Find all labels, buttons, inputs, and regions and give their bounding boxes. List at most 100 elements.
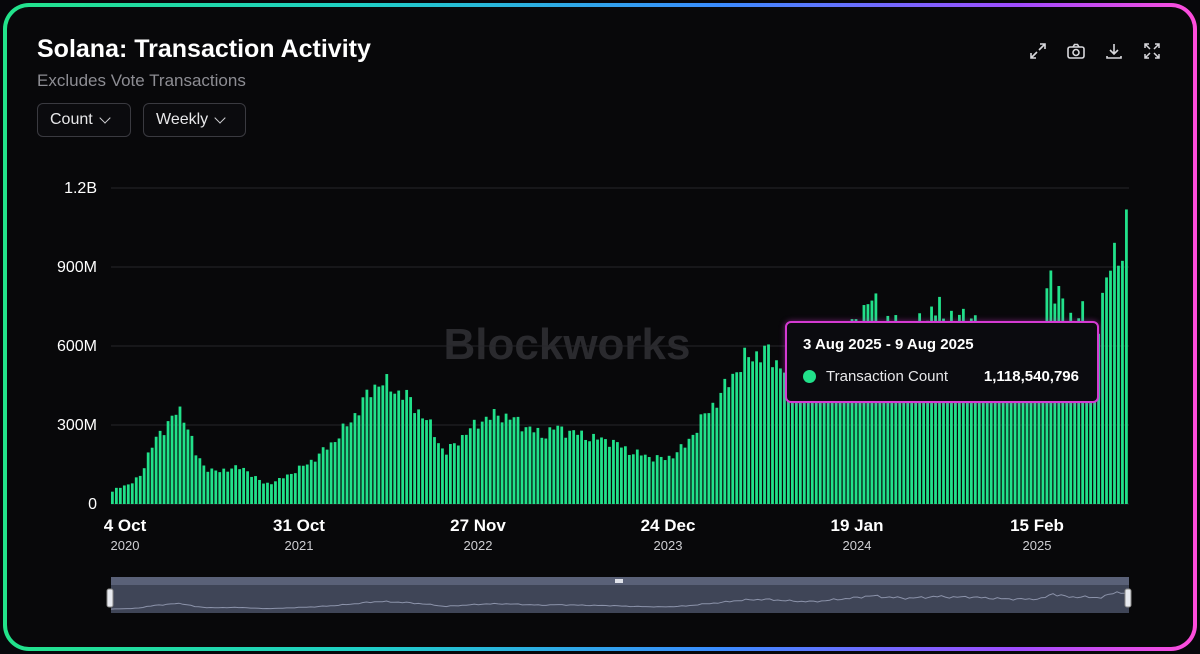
bar[interactable]	[842, 338, 846, 504]
bar[interactable]	[950, 310, 953, 504]
bar[interactable]	[747, 357, 751, 504]
bar[interactable]	[250, 476, 253, 504]
bar[interactable]	[687, 438, 691, 504]
bar[interactable]	[369, 397, 373, 504]
bar[interactable]	[186, 429, 190, 504]
bar[interactable]	[381, 385, 385, 504]
bar[interactable]	[345, 426, 349, 504]
bar[interactable]	[914, 324, 918, 504]
bar[interactable]	[274, 481, 277, 504]
bar[interactable]	[707, 413, 711, 504]
bar[interactable]	[293, 473, 297, 504]
bar[interactable]	[150, 447, 154, 504]
bar[interactable]	[985, 341, 989, 504]
bar[interactable]	[620, 447, 623, 504]
bar[interactable]	[528, 426, 532, 504]
bar[interactable]	[393, 393, 397, 504]
navigator-grip[interactable]	[615, 579, 623, 583]
bar[interactable]	[413, 413, 416, 504]
bar[interactable]	[464, 434, 468, 504]
bar[interactable]	[671, 458, 675, 504]
download-icon[interactable]	[1104, 41, 1124, 61]
bar[interactable]	[1009, 361, 1013, 504]
bar[interactable]	[616, 442, 619, 504]
bar[interactable]	[783, 372, 786, 504]
bar[interactable]	[281, 478, 285, 504]
bar[interactable]	[580, 430, 584, 504]
bar[interactable]	[524, 427, 528, 504]
bar[interactable]	[1053, 303, 1057, 504]
bar[interactable]	[377, 386, 381, 504]
bar[interactable]	[1029, 355, 1033, 504]
expand-icon[interactable]	[1028, 41, 1048, 61]
bar[interactable]	[954, 321, 957, 504]
bar[interactable]	[814, 389, 818, 504]
bar[interactable]	[278, 478, 281, 504]
bar[interactable]	[564, 437, 568, 504]
bar[interactable]	[890, 329, 894, 504]
bar[interactable]	[1113, 242, 1116, 504]
bar[interactable]	[190, 435, 194, 504]
bar[interactable]	[918, 313, 922, 504]
bar[interactable]	[969, 318, 973, 505]
bar[interactable]	[588, 441, 591, 504]
bar[interactable]	[289, 473, 293, 504]
bar[interactable]	[584, 439, 587, 504]
bar[interactable]	[735, 372, 739, 504]
bar[interactable]	[973, 315, 977, 504]
bar[interactable]	[329, 442, 333, 504]
bar[interactable]	[596, 439, 599, 504]
bar[interactable]	[1041, 324, 1045, 504]
bar[interactable]	[285, 474, 289, 504]
bar[interactable]	[691, 434, 695, 504]
bar[interactable]	[846, 343, 850, 504]
bar[interactable]	[794, 385, 798, 504]
bar[interactable]	[146, 452, 150, 504]
bar[interactable]	[647, 457, 651, 504]
bar[interactable]	[162, 435, 166, 504]
bar[interactable]	[130, 483, 134, 504]
bar[interactable]	[325, 449, 329, 504]
bar[interactable]	[767, 344, 770, 504]
bar[interactable]	[389, 391, 393, 504]
bar[interactable]	[790, 379, 794, 504]
bar[interactable]	[946, 332, 949, 504]
bar[interactable]	[313, 461, 317, 504]
bar[interactable]	[838, 353, 842, 504]
bar[interactable]	[262, 483, 265, 504]
bar[interactable]	[1101, 292, 1104, 504]
bar[interactable]	[540, 437, 544, 504]
bar[interactable]	[1013, 341, 1017, 504]
bar[interactable]	[242, 467, 246, 504]
bar[interactable]	[238, 469, 242, 504]
interval-dropdown[interactable]: Weekly	[143, 103, 246, 137]
navigator-right-handle[interactable]	[1124, 588, 1132, 608]
bar[interactable]	[512, 417, 516, 504]
bar[interactable]	[993, 326, 997, 504]
bar[interactable]	[496, 415, 500, 504]
bar[interactable]	[902, 348, 906, 504]
bar[interactable]	[763, 345, 766, 504]
bar[interactable]	[1077, 318, 1081, 504]
bar[interactable]	[154, 436, 158, 504]
bar[interactable]	[651, 461, 655, 504]
bar[interactable]	[158, 430, 162, 504]
bar[interactable]	[683, 447, 687, 504]
bar[interactable]	[305, 464, 309, 504]
bar[interactable]	[715, 407, 719, 504]
bar[interactable]	[301, 465, 305, 504]
bar[interactable]	[1037, 327, 1041, 504]
bar[interactable]	[703, 413, 707, 504]
bar[interactable]	[631, 454, 635, 504]
metric-dropdown[interactable]: Count	[37, 103, 131, 137]
bar[interactable]	[894, 315, 898, 504]
bar[interactable]	[1069, 312, 1073, 504]
bar[interactable]	[504, 413, 508, 504]
bar[interactable]	[449, 444, 452, 504]
bar[interactable]	[122, 485, 126, 504]
bar[interactable]	[341, 423, 345, 504]
bar[interactable]	[1033, 350, 1037, 504]
bar[interactable]	[739, 372, 743, 504]
bar[interactable]	[297, 465, 301, 504]
camera-icon[interactable]	[1066, 41, 1086, 61]
